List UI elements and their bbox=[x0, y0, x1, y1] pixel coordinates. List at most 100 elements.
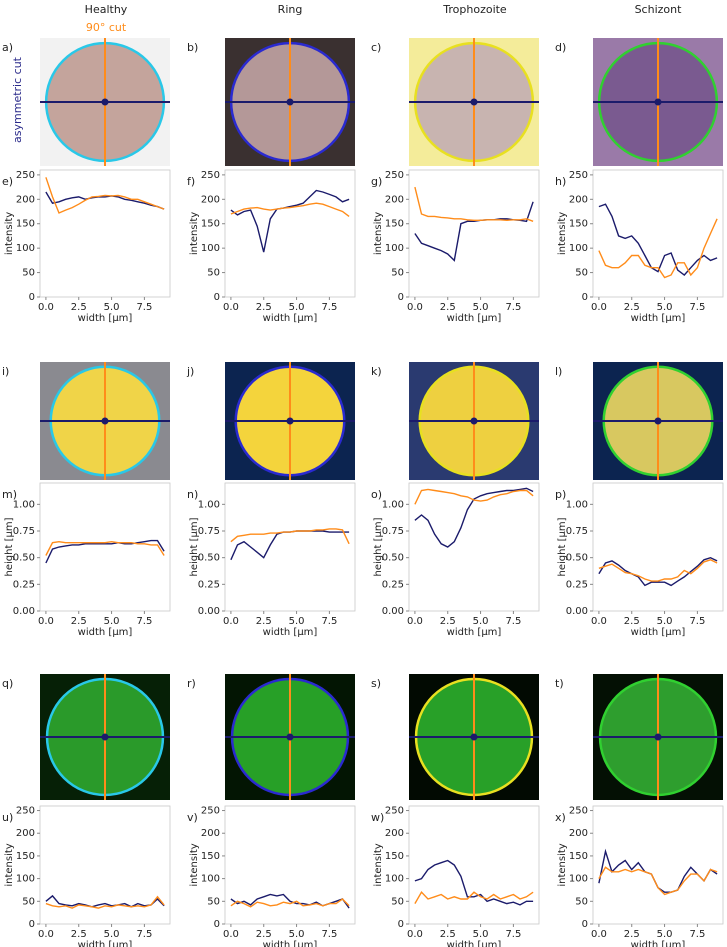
panel-label: f) bbox=[187, 175, 195, 188]
x-tick-label: 5.0 bbox=[289, 302, 305, 313]
panel-label: j) bbox=[186, 365, 194, 378]
panel-label: n) bbox=[187, 488, 198, 501]
y-tick-label: 0 bbox=[214, 292, 220, 303]
data-line bbox=[230, 202, 350, 217]
x-tick-label: 2.5 bbox=[256, 302, 272, 313]
y-tick-label: 250 bbox=[201, 170, 220, 181]
y-axis-label: height [µm] bbox=[557, 517, 568, 576]
x-tick-label: 0.0 bbox=[591, 302, 607, 313]
y-tick-label: 250 bbox=[569, 170, 588, 181]
panel-label: i) bbox=[2, 365, 9, 378]
x-tick-label: 0.0 bbox=[223, 302, 239, 313]
y-tick-label: 0.75 bbox=[13, 526, 35, 537]
y-axis-label: intensity bbox=[189, 212, 200, 255]
data-line bbox=[45, 177, 165, 214]
panel-label: r) bbox=[187, 677, 196, 690]
y-tick-label: 200 bbox=[385, 194, 404, 205]
y-tick-label: 250 bbox=[385, 806, 404, 817]
y-tick-label: 250 bbox=[569, 806, 588, 817]
y-tick-label: 200 bbox=[201, 828, 220, 839]
x-tick-label: 0.0 bbox=[38, 616, 54, 627]
x-tick-label: 7.5 bbox=[505, 616, 521, 627]
y-tick-label: 0.00 bbox=[13, 606, 35, 617]
data-line bbox=[598, 556, 718, 587]
plot-frame bbox=[408, 482, 540, 612]
y-tick-label: 0.50 bbox=[198, 553, 220, 564]
y-axis-label: intensity bbox=[373, 212, 384, 255]
data-line bbox=[598, 203, 718, 276]
y-tick-label: 1.00 bbox=[198, 499, 220, 510]
y-tick-label: 150 bbox=[16, 851, 35, 862]
cut-center bbox=[101, 733, 109, 741]
y-tick-label: 150 bbox=[569, 219, 588, 230]
panel-label: d) bbox=[555, 41, 566, 54]
x-tick-label: 5.0 bbox=[104, 302, 120, 313]
data-line bbox=[598, 218, 718, 279]
y-tick-label: 250 bbox=[385, 170, 404, 181]
cut-center bbox=[286, 733, 294, 741]
data-line bbox=[230, 189, 350, 253]
y-tick-label: 50 bbox=[575, 896, 588, 907]
x-tick-label: 7.5 bbox=[321, 929, 337, 940]
panel-label: l) bbox=[555, 365, 562, 378]
y-tick-label: 250 bbox=[201, 806, 220, 817]
cut-center bbox=[286, 98, 294, 106]
y-tick-label: 0.25 bbox=[13, 579, 35, 590]
panel-label: w) bbox=[371, 811, 384, 824]
column-header: Ring bbox=[278, 3, 303, 16]
y-tick-label: 0.00 bbox=[566, 606, 588, 617]
cut-annotation: asymmetric cut bbox=[11, 56, 24, 143]
y-tick-label: 50 bbox=[22, 268, 35, 279]
x-tick-label: 5.0 bbox=[289, 616, 305, 627]
x-tick-label: 0.0 bbox=[407, 616, 423, 627]
x-tick-label: 2.5 bbox=[71, 302, 87, 313]
y-tick-label: 50 bbox=[391, 268, 404, 279]
y-tick-label: 0 bbox=[398, 292, 404, 303]
y-tick-label: 50 bbox=[391, 896, 404, 907]
y-tick-label: 200 bbox=[16, 828, 35, 839]
y-tick-label: 150 bbox=[16, 219, 35, 230]
data-line bbox=[230, 898, 350, 908]
cut-center bbox=[654, 733, 662, 741]
cut-center bbox=[470, 733, 478, 741]
x-tick-label: 7.5 bbox=[136, 929, 152, 940]
panel-label: u) bbox=[2, 811, 13, 824]
panel-label: c) bbox=[371, 41, 381, 54]
cut-center bbox=[286, 417, 294, 425]
panel-label: t) bbox=[555, 677, 564, 690]
x-tick-label: 2.5 bbox=[256, 929, 272, 940]
y-tick-label: 0.25 bbox=[382, 579, 404, 590]
y-tick-label: 200 bbox=[569, 194, 588, 205]
y-tick-label: 250 bbox=[16, 806, 35, 817]
x-tick-label: 7.5 bbox=[689, 616, 705, 627]
data-line bbox=[230, 528, 350, 545]
y-tick-label: 150 bbox=[201, 851, 220, 862]
plot-frame bbox=[39, 169, 171, 298]
x-axis-label: width [µm] bbox=[631, 313, 686, 324]
x-tick-label: 7.5 bbox=[321, 616, 337, 627]
x-axis-label: width [µm] bbox=[631, 627, 686, 638]
y-tick-label: 0 bbox=[582, 292, 588, 303]
x-tick-label: 2.5 bbox=[256, 616, 272, 627]
panel-label: g) bbox=[371, 175, 382, 188]
y-axis-label: intensity bbox=[373, 843, 384, 886]
panel-label: v) bbox=[187, 811, 198, 824]
y-tick-label: 1.00 bbox=[13, 499, 35, 510]
y-tick-label: 0.75 bbox=[198, 526, 220, 537]
data-line bbox=[414, 488, 534, 505]
y-tick-label: 0.50 bbox=[382, 553, 404, 564]
y-tick-label: 100 bbox=[201, 243, 220, 254]
y-tick-label: 0.50 bbox=[13, 553, 35, 564]
y-tick-label: 50 bbox=[22, 896, 35, 907]
y-tick-label: 0 bbox=[29, 919, 35, 930]
data-line bbox=[414, 487, 534, 548]
x-axis-label: width [µm] bbox=[78, 940, 133, 947]
x-tick-label: 7.5 bbox=[136, 616, 152, 627]
x-tick-label: 5.0 bbox=[104, 616, 120, 627]
y-tick-label: 150 bbox=[569, 851, 588, 862]
x-tick-label: 7.5 bbox=[689, 929, 705, 940]
y-axis-label: height [µm] bbox=[373, 517, 384, 576]
panel-label: q) bbox=[2, 677, 13, 690]
data-line bbox=[414, 859, 534, 906]
